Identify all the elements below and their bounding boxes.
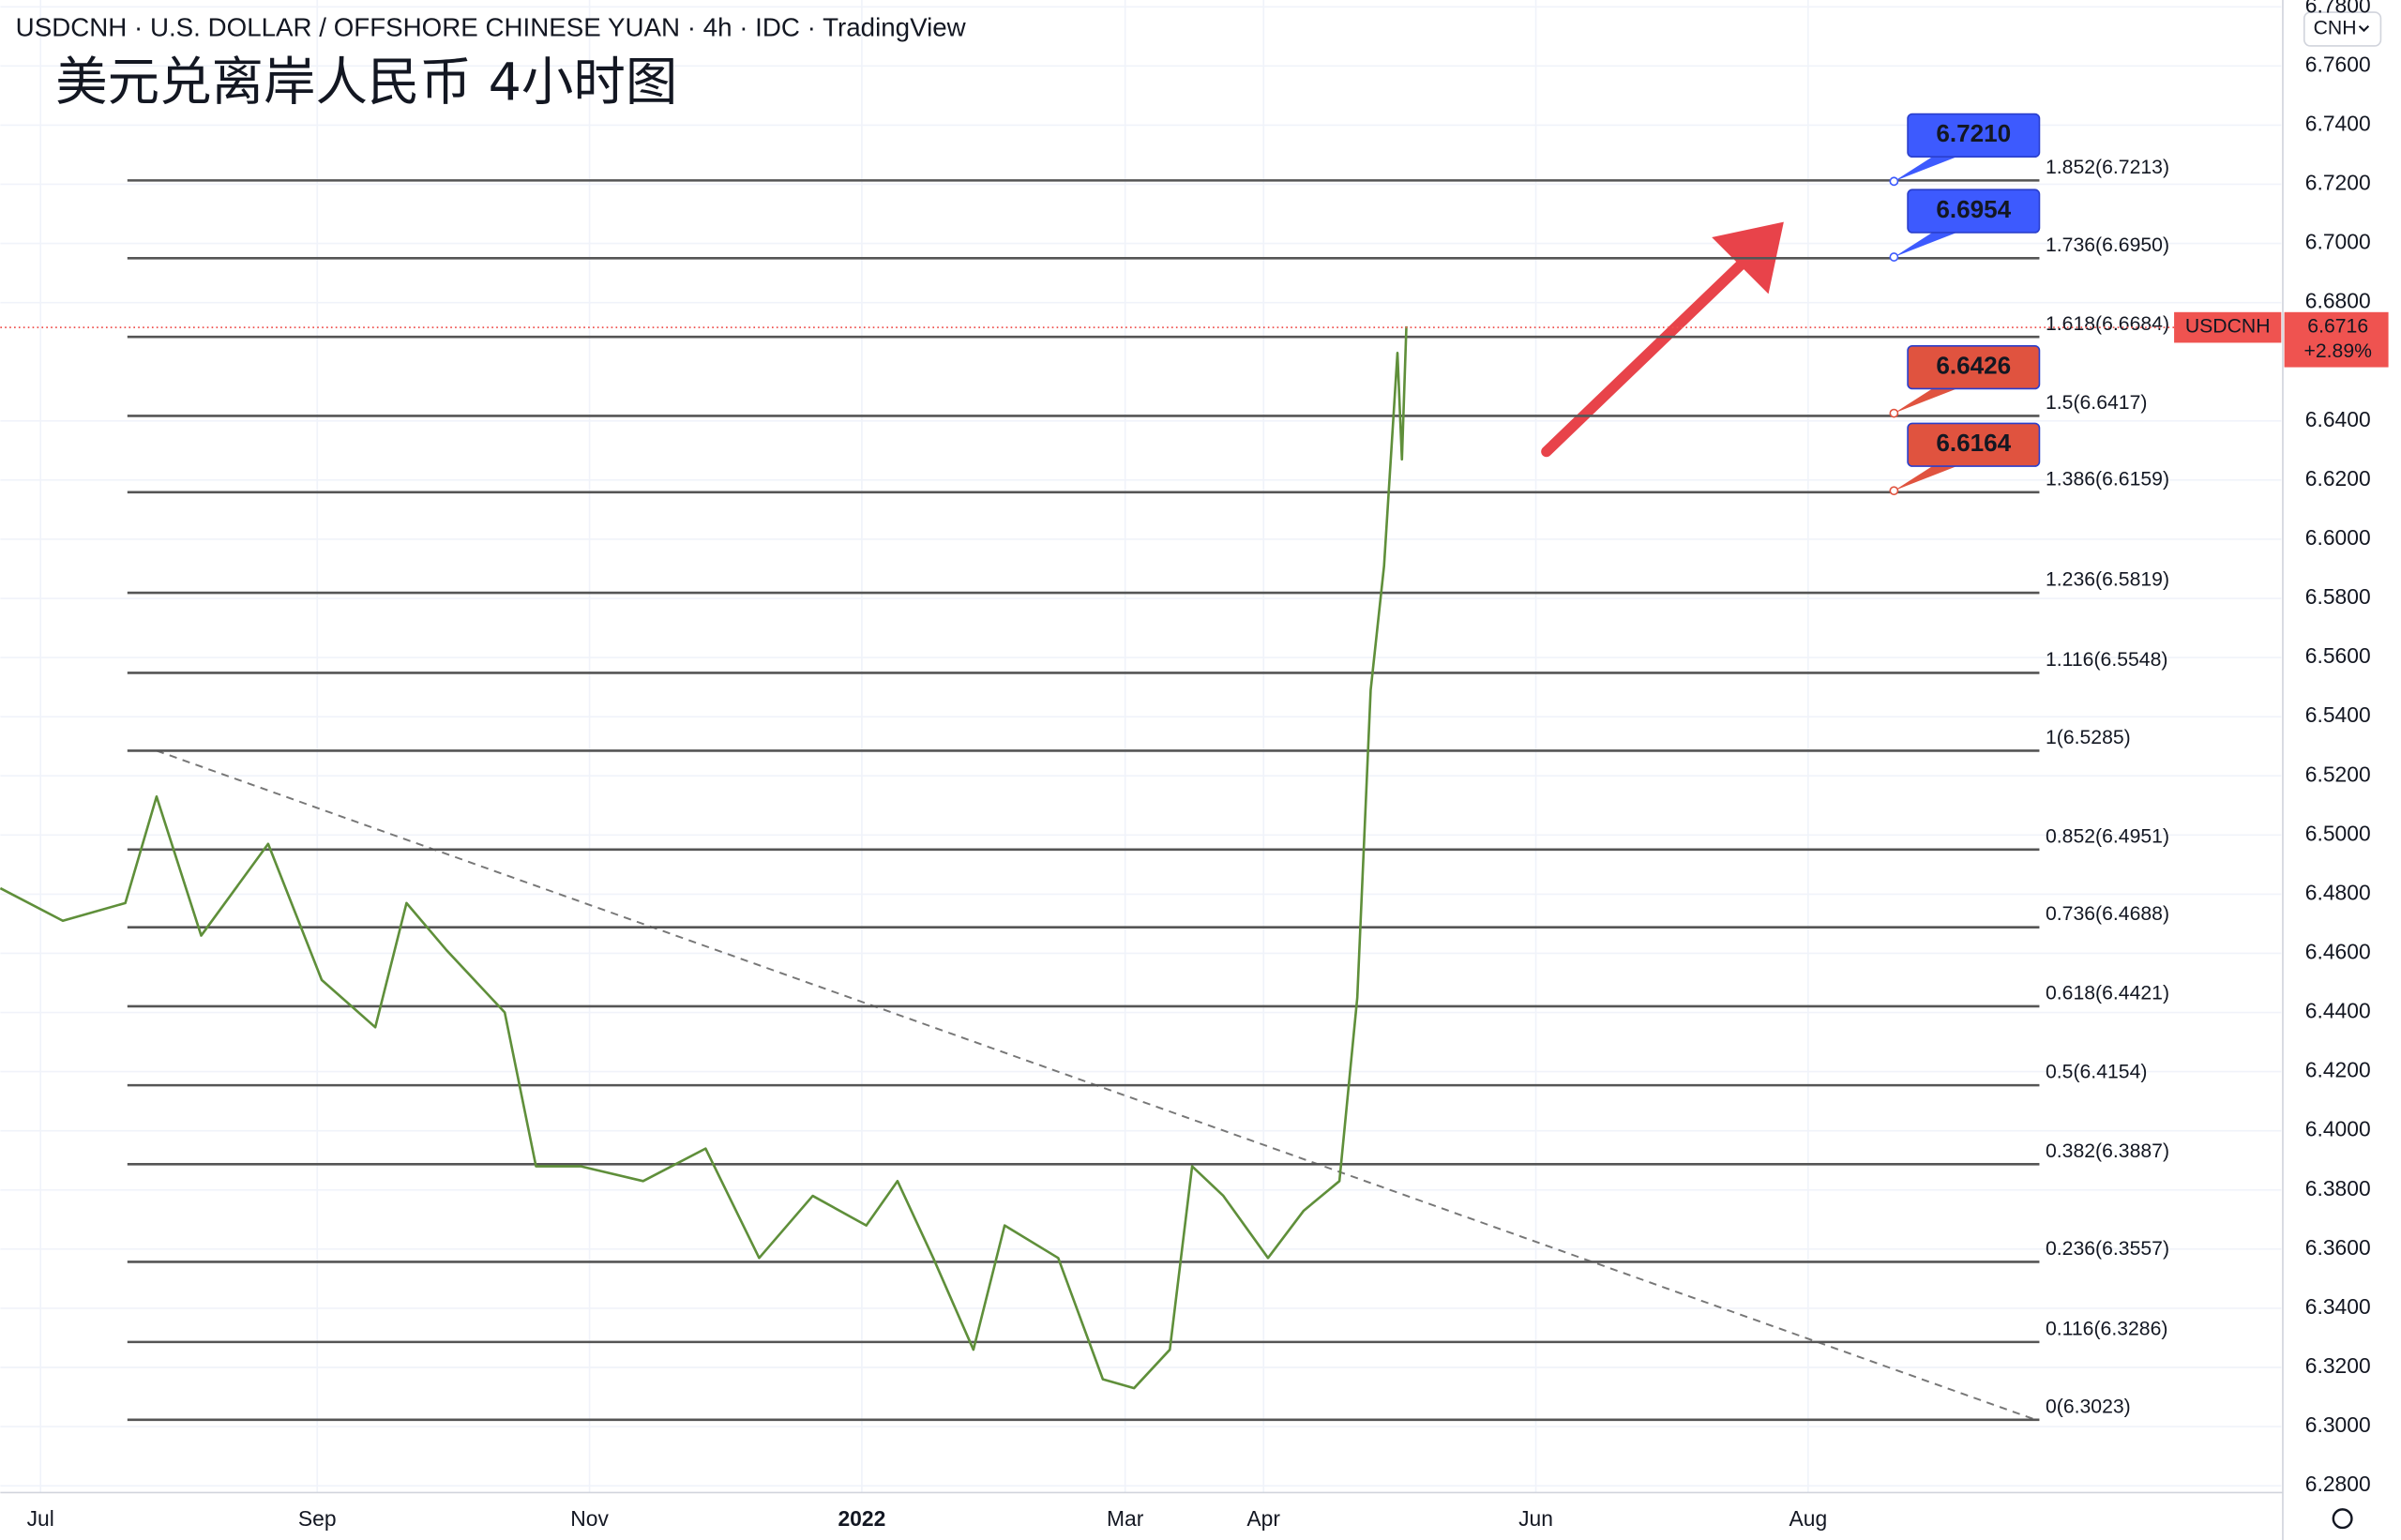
x-tick-label: Nov [570, 1506, 609, 1531]
symbol-tag [2174, 311, 2282, 343]
fib-label: 0.236(6.3557) [2046, 1238, 2169, 1260]
y-tick-label: 6.4400 [2305, 999, 2371, 1023]
last-price-label: 6.6716 [2307, 316, 2368, 338]
fib-label: 1.618(6.6684) [2046, 313, 2169, 335]
y-tick-label: 6.3800 [2305, 1176, 2371, 1200]
callout-label: 6.6164 [1936, 429, 2011, 457]
callout-box [1907, 344, 2041, 390]
fib-label: 1.236(6.5819) [2046, 569, 2169, 591]
y-tick-label: 6.5600 [2305, 643, 2371, 668]
y-tick-label: 6.7400 [2305, 111, 2371, 135]
callout-label: 6.7210 [1936, 119, 2011, 147]
y-tick-label: 6.3600 [2305, 1235, 2371, 1260]
y-tick-label: 6.4000 [2305, 1117, 2371, 1141]
chart-title: 美元兑离岸人民币 4小时图 [55, 53, 677, 113]
callout-box [1907, 189, 2041, 234]
y-tick-label: 6.5800 [2305, 584, 2371, 609]
last-price-change: +2.89% [2303, 340, 2372, 362]
x-tick-label: Jul [27, 1506, 54, 1531]
x-tick-label: Jun [1518, 1506, 1553, 1531]
callout-tail [1894, 388, 1957, 414]
callout-point [1889, 486, 1899, 496]
x-tick-label: Apr [1246, 1506, 1280, 1531]
y-tick-label: 6.7000 [2305, 230, 2371, 254]
x-tick-label: 2022 [838, 1506, 885, 1531]
x-tick-label: Aug [1789, 1506, 1828, 1531]
last-price-box [2284, 311, 2389, 368]
callout-box [1907, 113, 2041, 159]
currency-button[interactable] [2303, 11, 2382, 47]
y-tick-label: 6.2800 [2305, 1472, 2371, 1496]
fib-label: 1.736(6.6950) [2046, 234, 2169, 256]
fib-label: 0.618(6.4421) [2046, 982, 2169, 1004]
callout-point [1889, 252, 1899, 262]
callout-tail [1894, 466, 1957, 491]
fib-label: 1(6.5285) [2046, 727, 2131, 748]
callout-tail [1894, 157, 1957, 182]
grid [0, 0, 2282, 1493]
fib-label: 1.5(6.6417) [2046, 392, 2147, 414]
y-tick-label: 6.5200 [2305, 762, 2371, 786]
fib-label: 0(6.3023) [2046, 1396, 2131, 1417]
y-tick-label: 6.6400 [2305, 407, 2371, 431]
dropdown-chevron [2358, 24, 2370, 33]
price-line [0, 325, 1408, 1390]
y-tick-label: 6.6000 [2305, 525, 2371, 550]
x-tick-label: Sep [298, 1506, 337, 1531]
y-tick-label: 6.6200 [2305, 466, 2371, 491]
y-tick-label: 6.4200 [2305, 1058, 2371, 1082]
y-tick-label: 6.4600 [2305, 939, 2371, 963]
header: USDCNH · U.S. DOLLAR / OFFSHORE CHINESE … [16, 12, 967, 41]
fib-label: 0.852(6.4951) [2046, 825, 2169, 847]
y-tick-label: 6.5000 [2305, 821, 2371, 845]
callout-box [1907, 422, 2041, 467]
arrow-shaft [1541, 254, 1751, 458]
y-tick-label: 6.3200 [2305, 1353, 2371, 1378]
y-tick-label: 6.4800 [2305, 880, 2371, 904]
callout-tail [1894, 232, 1957, 258]
y-tick-label: 6.6800 [2305, 289, 2371, 313]
fib-label: 0.5(6.4154) [2046, 1062, 2147, 1083]
callout-label: 6.6954 [1936, 195, 2011, 223]
currency-button-label: CNH [2314, 18, 2357, 39]
callout-point [1889, 408, 1899, 418]
callout-label: 6.6426 [1936, 352, 2011, 380]
fib-label: 1.116(6.5548) [2046, 649, 2167, 671]
callout-point [1889, 176, 1899, 187]
y-tick-label: 6.7800 [2305, 0, 2371, 17]
y-tick-label: 6.3400 [2305, 1294, 2371, 1319]
symbol-tag-label: USDCNH [2185, 316, 2271, 338]
settings-icon[interactable] [2332, 1508, 2353, 1530]
fib-label: 0.116(6.3286) [2046, 1318, 2167, 1339]
y-tick-label: 6.7600 [2305, 52, 2371, 76]
y-tick-label: 6.3000 [2305, 1412, 2371, 1437]
y-tick-label: 6.7200 [2305, 171, 2371, 195]
x-tick-label: Mar [1107, 1506, 1144, 1531]
fib-label: 0.736(6.4688) [2046, 903, 2169, 925]
fib-label: 1.852(6.7213) [2046, 157, 2169, 178]
y-tick-label: 6.5400 [2305, 702, 2371, 727]
fib-label: 0.382(6.3887) [2046, 1140, 2169, 1162]
fib-label: 1.386(6.6159) [2046, 468, 2169, 490]
